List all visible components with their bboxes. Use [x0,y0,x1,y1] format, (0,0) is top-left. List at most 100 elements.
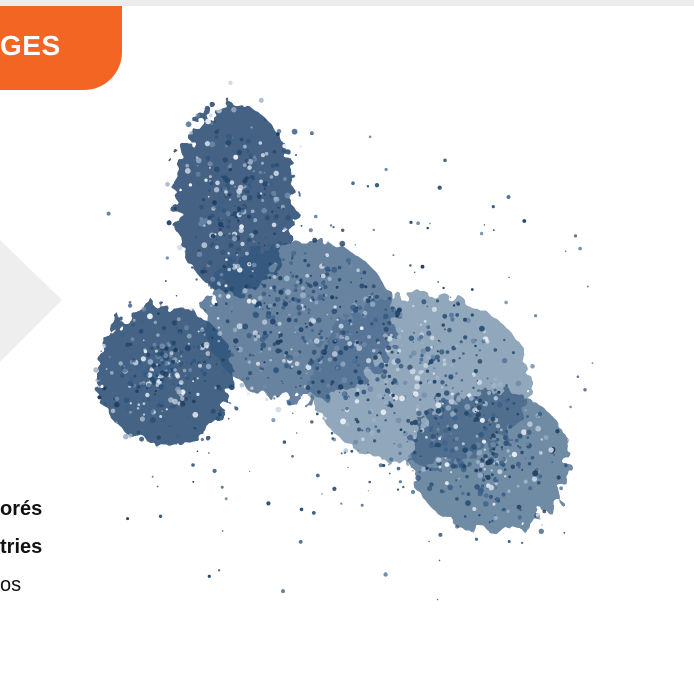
grain [215,173,219,177]
grain [455,497,459,501]
grain [331,267,337,273]
grain [130,402,132,404]
grain [159,515,162,518]
grain [339,306,341,308]
grain [382,397,384,399]
grain [391,381,394,384]
grain [231,311,233,313]
grain [197,450,199,452]
grain [484,224,486,226]
grain [592,362,594,364]
grain [508,435,513,440]
grain [373,229,375,231]
grain [339,335,343,339]
grain [468,414,472,418]
grain [393,412,395,414]
grain [465,475,468,478]
grain [375,183,379,187]
grain [430,434,435,439]
grain [180,362,184,366]
grain [219,228,222,231]
grain [538,412,542,416]
grain [244,149,248,153]
grain [253,155,256,158]
grain [507,510,510,513]
grain [406,378,408,380]
grain [254,305,257,308]
grain [448,427,452,431]
grain [512,351,515,354]
grain [282,359,286,363]
grain [489,449,493,453]
grain [479,349,481,351]
grain [447,328,452,333]
grain [373,355,378,360]
grain [321,379,325,383]
grain [274,171,279,176]
grain [148,359,154,365]
grain [478,359,483,364]
grain [454,446,458,450]
grain [340,382,342,384]
grain [276,312,279,315]
grain [479,468,483,472]
grain [491,473,494,476]
grain [315,301,319,305]
grain [493,229,495,231]
grain [415,475,421,481]
grain [264,276,268,280]
grain [351,181,355,185]
grain [275,324,278,327]
grain [257,281,259,283]
grain [198,221,204,227]
grain [185,164,189,168]
grain [456,302,460,306]
grain [253,158,256,161]
grain [112,380,114,382]
grain [445,384,448,387]
grain [265,216,270,221]
grain [262,319,267,324]
grain [450,317,454,321]
section-tab: GES [0,6,122,90]
grain [331,432,334,435]
grain [178,331,180,333]
grain [518,470,521,473]
grain [97,395,101,399]
grain [422,342,424,344]
grain [305,282,307,284]
grain [471,288,474,291]
grain [183,369,187,373]
grain [345,407,348,410]
grain [388,375,391,378]
grain [123,366,125,368]
grain [555,429,559,433]
grain [218,340,221,343]
grain [139,329,144,334]
grain [191,266,193,268]
grain [477,407,479,409]
grain [334,305,337,308]
grain [220,273,224,277]
grain [350,382,353,385]
grain [448,374,453,379]
grain [151,347,154,350]
grain [516,462,521,467]
grain [179,349,181,351]
grain [321,274,326,279]
grain [518,515,522,519]
grain [228,233,230,235]
grain [532,477,537,482]
grain [494,482,497,485]
grain [253,275,256,278]
grain [443,159,447,163]
grain [341,452,343,454]
grain [260,351,262,353]
grain [156,375,159,378]
grain [262,181,268,187]
grain [488,485,494,491]
grain [559,486,563,490]
grain [277,182,279,184]
grain [268,244,271,247]
grain [341,330,346,335]
